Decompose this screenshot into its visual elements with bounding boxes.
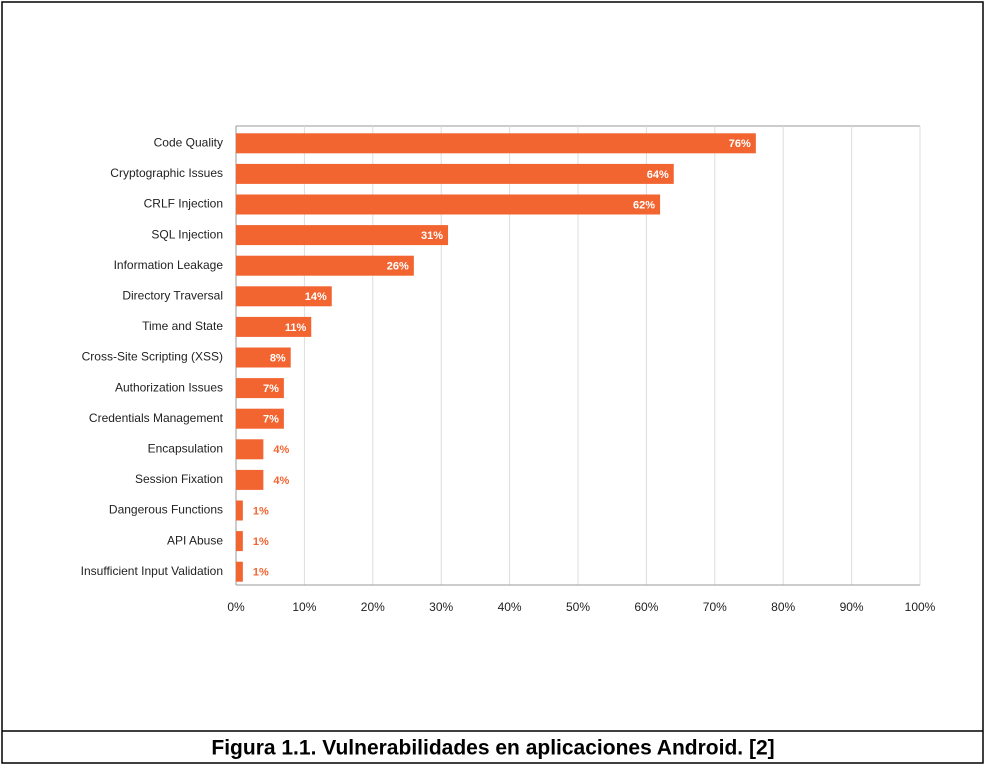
value-label: 1% <box>253 567 269 579</box>
x-tick-label: 40% <box>498 600 522 614</box>
value-label: 62% <box>633 199 655 211</box>
y-tick-label: Cross-Site Scripting (XSS) <box>82 350 223 364</box>
x-tick-label: 50% <box>566 600 590 614</box>
bar <box>236 531 243 552</box>
value-label: 76% <box>729 138 751 150</box>
bar <box>236 255 414 276</box>
y-tick-label: Credentials Management <box>89 411 224 425</box>
y-tick-label: Time and State <box>142 319 223 333</box>
caption: Figura 1.1. Vulnerabilidades en aplicaci… <box>211 737 774 760</box>
x-tick-label: 0% <box>227 600 245 614</box>
value-label: 11% <box>285 322 307 334</box>
bar <box>236 561 243 582</box>
x-tick-label: 10% <box>292 600 316 614</box>
bar <box>236 163 674 184</box>
x-tick-label: 80% <box>771 600 795 614</box>
x-tick-label: 70% <box>703 600 727 614</box>
value-label: 26% <box>387 261 409 273</box>
value-label: 7% <box>263 383 279 395</box>
y-tick-label: Authorization Issues <box>115 380 223 394</box>
y-tick-label: Dangerous Functions <box>109 503 223 517</box>
y-tick-label: Directory Traversal <box>122 288 223 302</box>
bar <box>236 347 291 368</box>
y-tick-label: Encapsulation <box>148 441 223 455</box>
y-tick-label: Session Fixation <box>135 472 223 486</box>
value-label: 1% <box>253 536 269 548</box>
bar <box>236 316 312 337</box>
value-label: 8% <box>270 352 286 364</box>
x-tick-label: 20% <box>361 600 385 614</box>
y-tick-label: Insufficient Input Validation <box>81 564 223 578</box>
y-tick-label: Cryptographic Issues <box>110 166 223 180</box>
x-tick-label: 60% <box>634 600 658 614</box>
value-label: 1% <box>253 505 269 517</box>
bar <box>236 469 264 490</box>
y-tick-label: CRLF Injection <box>144 197 223 211</box>
bar <box>236 500 243 521</box>
y-tick-label: Code Quality <box>154 135 223 149</box>
value-label: 7% <box>263 414 279 426</box>
value-label: 4% <box>273 475 289 487</box>
value-label: 4% <box>273 444 289 456</box>
bar <box>236 194 661 215</box>
bar <box>236 225 449 246</box>
x-tick-label: 30% <box>429 600 453 614</box>
x-tick-label: 90% <box>840 600 864 614</box>
bar <box>236 439 264 460</box>
value-label: 31% <box>421 230 443 242</box>
bar <box>236 286 332 307</box>
y-tick-label: Information Leakage <box>114 258 224 272</box>
y-tick-label: SQL Injection <box>151 227 223 241</box>
x-tick-label: 100% <box>905 600 936 614</box>
y-tick-label: API Abuse <box>167 533 223 547</box>
bar <box>236 408 284 429</box>
bar <box>236 378 284 399</box>
value-label: 64% <box>647 169 669 181</box>
value-label: 14% <box>305 291 327 303</box>
bar <box>236 133 756 154</box>
